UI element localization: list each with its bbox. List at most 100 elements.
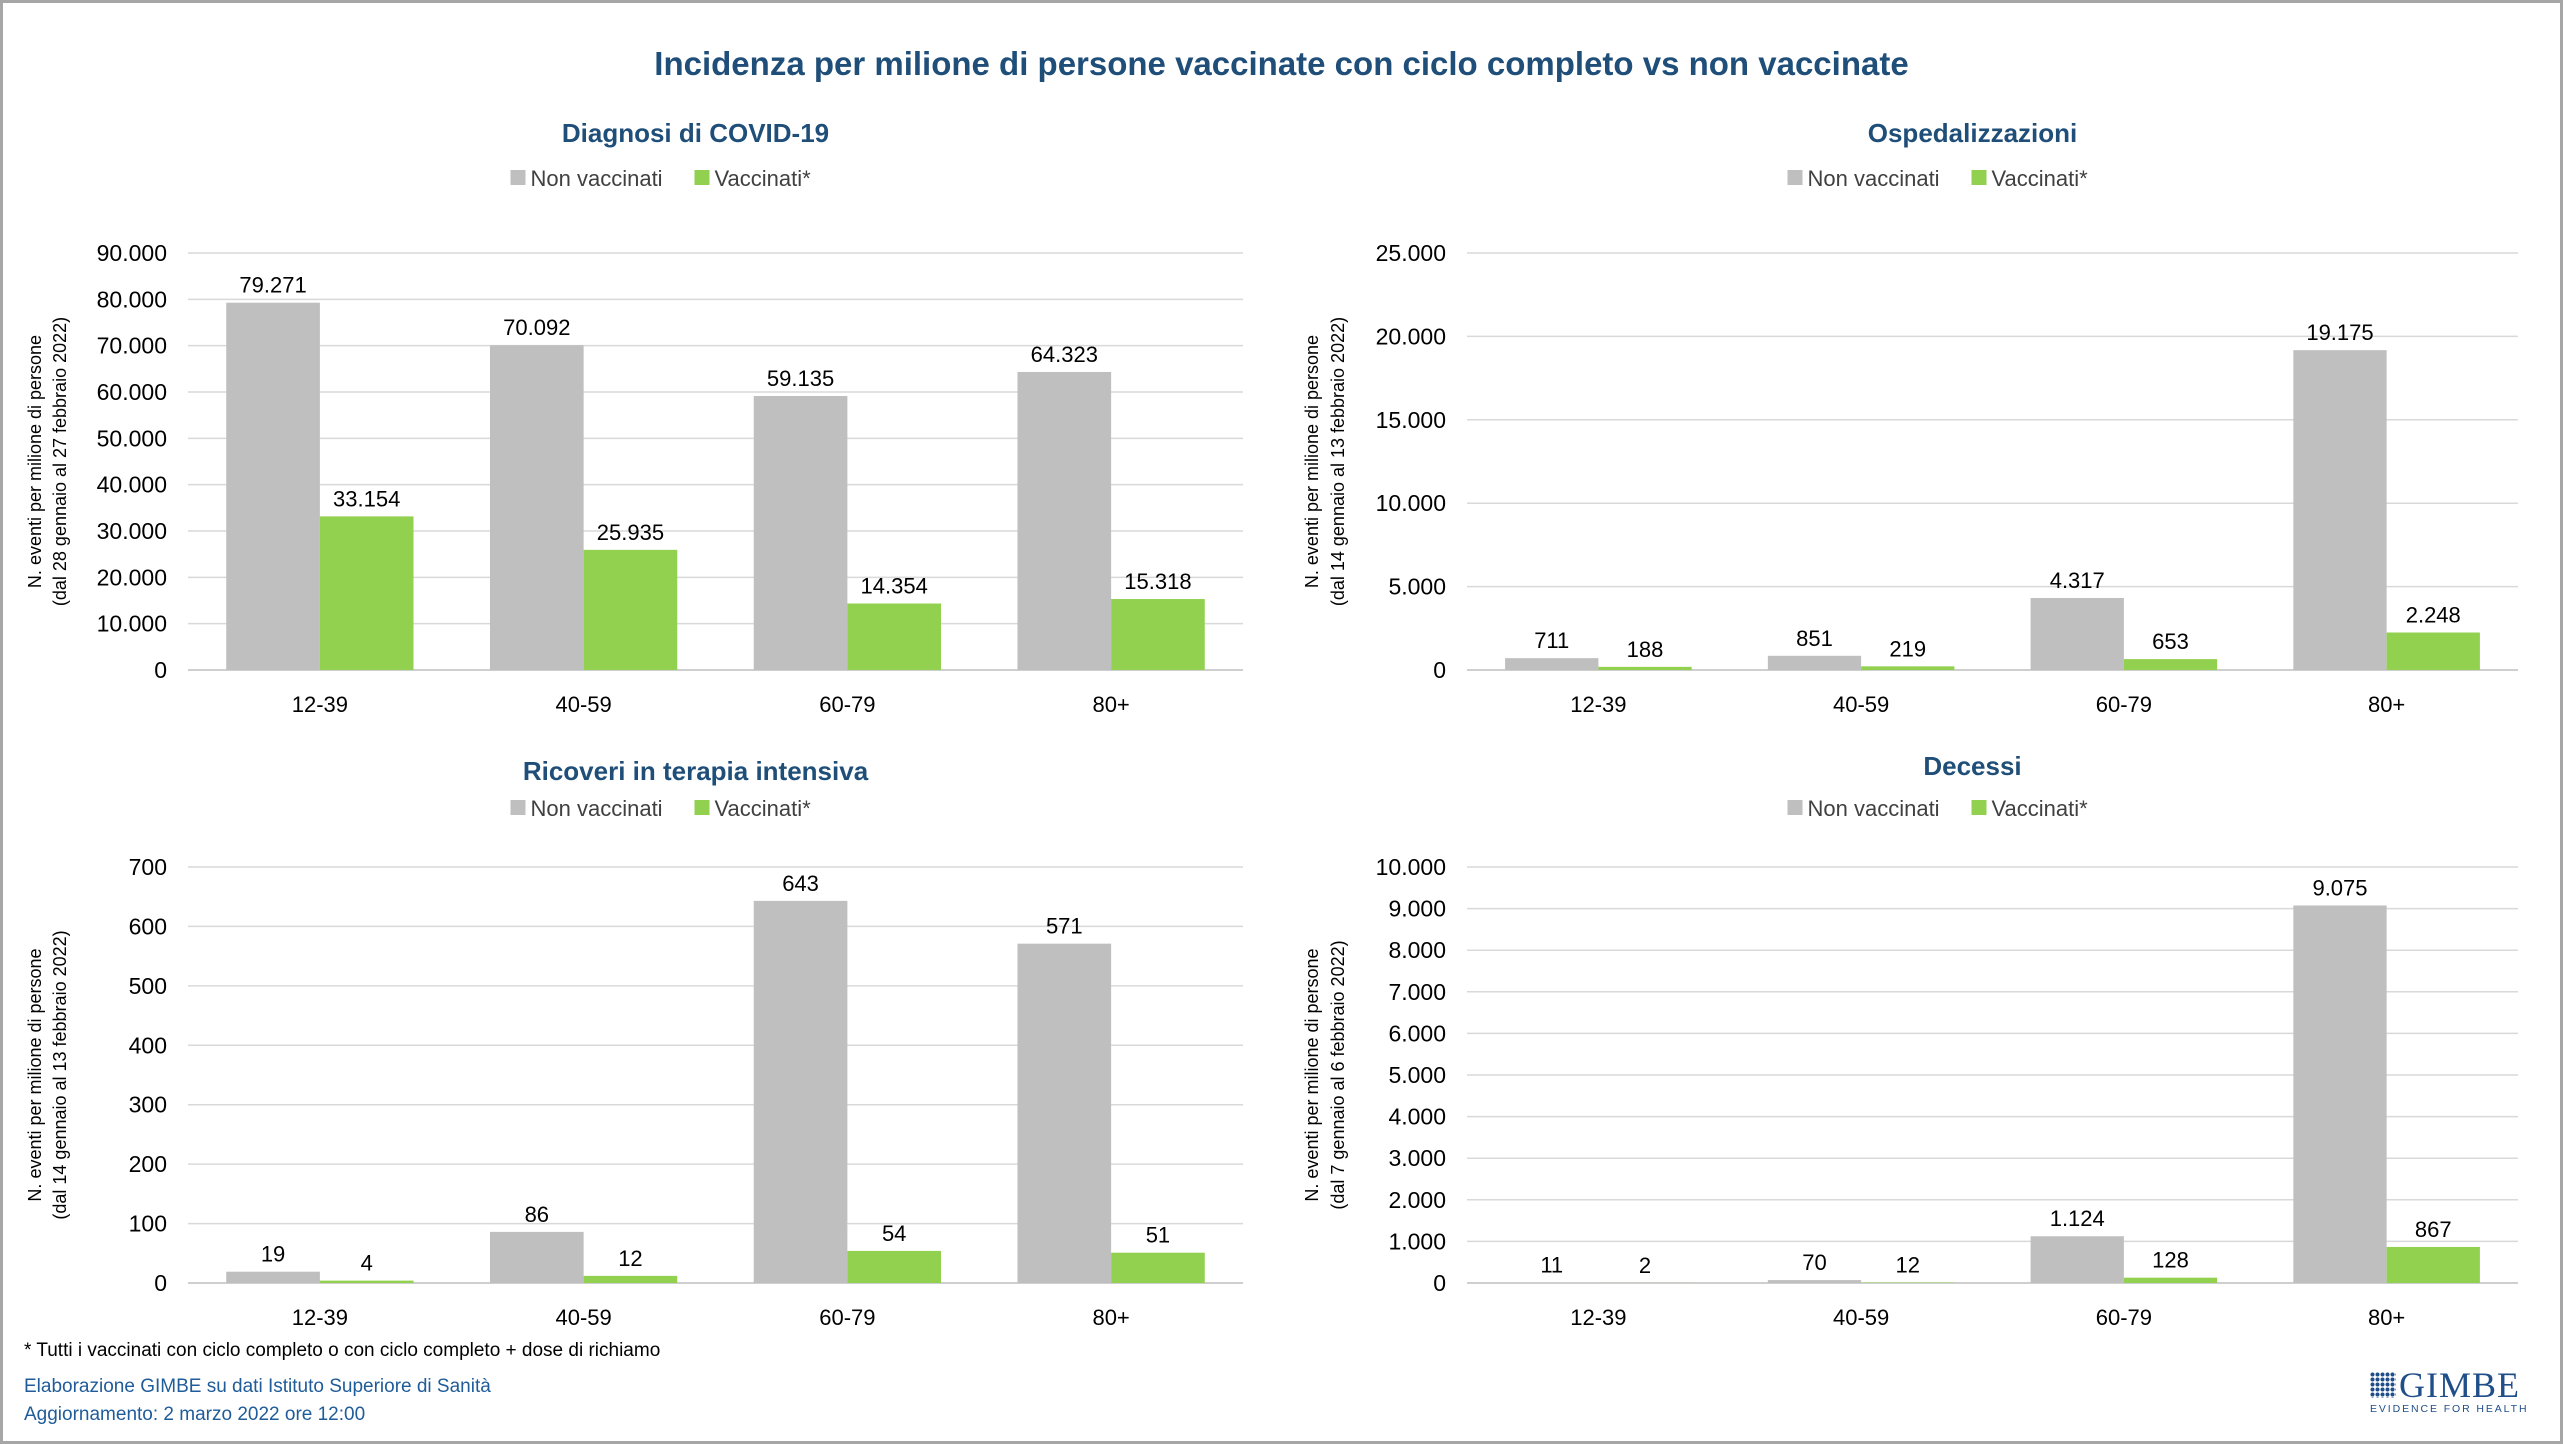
legend-swatch-1 bbox=[1971, 170, 1987, 185]
data-label: 851 bbox=[1796, 626, 1833, 651]
bar-vaccinati bbox=[2123, 1277, 2218, 1283]
x-tick-label: 60-79 bbox=[2096, 1305, 2152, 1330]
y-axis-title: (dal 14 gennaio al 13 febbraio 2022) bbox=[1328, 317, 1348, 606]
data-label: 711 bbox=[1534, 628, 1569, 653]
bar-vaccinati bbox=[847, 603, 942, 670]
bar-vaccinati bbox=[319, 516, 414, 670]
data-label: 9.075 bbox=[2312, 875, 2367, 900]
data-label: 19 bbox=[261, 1242, 285, 1267]
data-label: 188 bbox=[1627, 637, 1664, 662]
y-tick-label: 0 bbox=[1433, 1270, 1446, 1296]
legend-label: Non vaccinati bbox=[531, 166, 663, 191]
y-axis-title: N. eventi per milione di persone bbox=[25, 948, 45, 1201]
legend-swatch-0 bbox=[1787, 800, 1803, 815]
y-tick-label: 300 bbox=[129, 1092, 167, 1118]
legend-swatch-1 bbox=[1971, 800, 1987, 815]
bar-vaccinati bbox=[1861, 666, 1955, 670]
y-tick-label: 5.000 bbox=[1388, 574, 1446, 600]
y-tick-label: 0 bbox=[154, 657, 167, 683]
data-label: 643 bbox=[782, 871, 819, 896]
y-tick-label: 0 bbox=[1433, 657, 1446, 683]
y-tick-label: 20.000 bbox=[97, 564, 167, 590]
bar-non-vaccinati bbox=[1505, 658, 1599, 670]
y-axis-title: (dal 28 gennaio al 27 febbraio 2022) bbox=[50, 317, 70, 606]
y-tick-label: 5.000 bbox=[1388, 1062, 1446, 1088]
bar-vaccinati bbox=[1111, 599, 1205, 670]
legend-swatch-1 bbox=[694, 800, 710, 815]
bar-vaccinati bbox=[583, 1275, 678, 1283]
y-tick-label: 0 bbox=[154, 1270, 167, 1296]
data-label: 25.935 bbox=[597, 520, 664, 545]
y-tick-label: 20.000 bbox=[1376, 323, 1446, 349]
x-tick-label: 40-59 bbox=[1833, 692, 1889, 717]
data-label: 2.248 bbox=[2406, 603, 2461, 628]
bar-vaccinati bbox=[583, 549, 678, 670]
bar-non-vaccinati bbox=[753, 396, 848, 670]
y-tick-label: 500 bbox=[129, 973, 167, 999]
data-label: 15.318 bbox=[1124, 569, 1191, 594]
y-tick-label: 6.000 bbox=[1388, 1020, 1446, 1046]
x-tick-label: 12-39 bbox=[1570, 692, 1626, 717]
y-tick-label: 30.000 bbox=[97, 518, 167, 544]
bar-non-vaccinati bbox=[226, 302, 320, 670]
y-axis-title: (dal 7 gennaio al 6 febbraio 2022) bbox=[1328, 940, 1348, 1209]
chart-title: Ricoveri in terapia intensiva bbox=[523, 756, 869, 786]
x-tick-label: 80+ bbox=[1092, 1305, 1129, 1330]
bar-non-vaccinati bbox=[1767, 655, 1862, 670]
bar-non-vaccinati bbox=[489, 1231, 584, 1283]
x-tick-label: 40-59 bbox=[555, 1305, 611, 1330]
data-label: 2 bbox=[1639, 1253, 1651, 1278]
data-label: 219 bbox=[1889, 636, 1926, 661]
y-axis-title: N. eventi per milione di persone bbox=[25, 335, 45, 588]
data-label: 653 bbox=[2152, 629, 2189, 654]
bar-non-vaccinati bbox=[489, 345, 584, 670]
y-tick-label: 7.000 bbox=[1388, 979, 1446, 1005]
chart-title: Ospedalizzazioni bbox=[1868, 118, 2078, 148]
chart-title: Diagnosi di COVID-19 bbox=[562, 118, 829, 148]
x-tick-label: 60-79 bbox=[819, 1305, 875, 1330]
legend-label: Vaccinati* bbox=[715, 796, 812, 821]
legend-swatch-0 bbox=[1787, 170, 1803, 185]
data-label: 70.092 bbox=[503, 315, 570, 340]
update-timestamp: Aggiornamento: 2 marzo 2022 ore 12:00 bbox=[24, 1404, 366, 1425]
y-tick-label: 2.000 bbox=[1388, 1187, 1446, 1213]
x-tick-label: 80+ bbox=[1092, 692, 1129, 717]
y-tick-label: 600 bbox=[129, 913, 167, 939]
y-tick-label: 8.000 bbox=[1388, 937, 1446, 963]
data-label: 128 bbox=[2152, 1248, 2189, 1273]
data-label: 19.175 bbox=[2306, 320, 2373, 345]
y-tick-label: 15.000 bbox=[1376, 407, 1446, 433]
bar-vaccinati bbox=[1111, 1252, 1205, 1283]
data-label: 12 bbox=[1896, 1253, 1920, 1278]
data-label: 571 bbox=[1046, 914, 1083, 939]
gimbe-logo: GIMBE EVIDENCE FOR HEALTH bbox=[2370, 1365, 2528, 1415]
data-label: 54 bbox=[882, 1221, 906, 1246]
y-tick-label: 3.000 bbox=[1388, 1145, 1446, 1171]
legend-label: Vaccinati* bbox=[1992, 796, 2089, 821]
data-label: 64.323 bbox=[1031, 342, 1098, 367]
x-tick-label: 12-39 bbox=[1570, 1305, 1626, 1330]
data-label: 51 bbox=[1146, 1223, 1170, 1248]
data-label: 12 bbox=[618, 1246, 642, 1271]
data-label: 11 bbox=[1540, 1253, 1563, 1278]
logo-wordmark: GIMBE bbox=[2399, 1365, 2520, 1405]
bar-non-vaccinati bbox=[2293, 905, 2387, 1283]
y-axis-title: N. eventi per milione di persone bbox=[1302, 948, 1322, 1201]
y-tick-label: 9.000 bbox=[1388, 896, 1446, 922]
y-tick-label: 4.000 bbox=[1388, 1104, 1446, 1130]
bar-vaccinati bbox=[1598, 666, 1692, 670]
bar-vaccinati bbox=[319, 1280, 414, 1283]
x-tick-label: 12-39 bbox=[292, 692, 348, 717]
bar-non-vaccinati bbox=[2293, 350, 2387, 670]
bar-non-vaccinati bbox=[2030, 597, 2124, 670]
bar-vaccinati bbox=[2386, 1246, 2480, 1283]
y-tick-label: 80.000 bbox=[97, 286, 167, 312]
y-tick-label: 1.000 bbox=[1388, 1228, 1446, 1254]
data-label: 4 bbox=[361, 1251, 373, 1276]
y-tick-label: 700 bbox=[129, 854, 167, 880]
y-tick-label: 200 bbox=[129, 1151, 167, 1177]
y-tick-label: 10.000 bbox=[1376, 490, 1446, 516]
data-label: 86 bbox=[525, 1202, 549, 1227]
